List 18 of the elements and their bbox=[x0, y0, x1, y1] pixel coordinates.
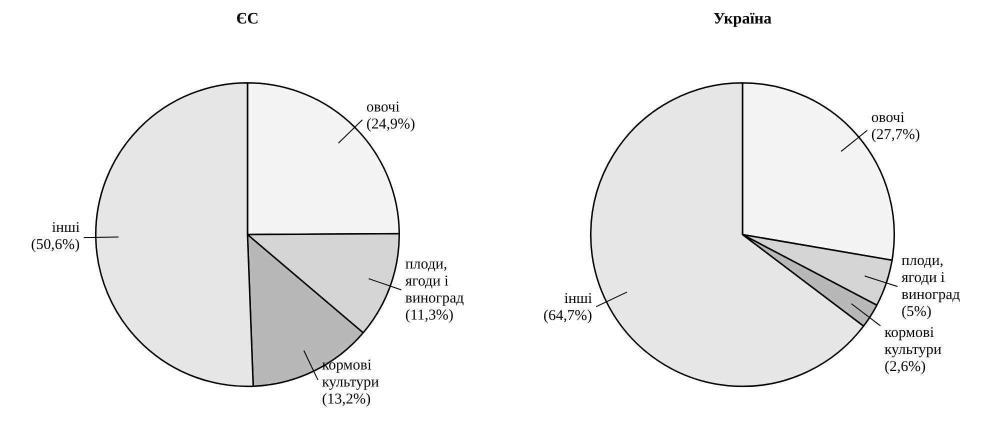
data-label: (64,7%) bbox=[543, 308, 592, 324]
chart-title: Україна bbox=[713, 10, 772, 28]
data-label: (5%) bbox=[901, 304, 932, 320]
data-label: (50,6%) bbox=[31, 237, 80, 254]
slice-label: інші bbox=[52, 220, 80, 236]
slice-label: овочі bbox=[366, 99, 400, 116]
data-label: (27,7%) bbox=[871, 127, 920, 144]
slice-label: плоди, ягоди і виноград bbox=[901, 253, 960, 304]
slice-label: кормові культури bbox=[322, 358, 380, 391]
slice-label: інші bbox=[564, 290, 592, 307]
data-label: (13,2%) bbox=[322, 392, 371, 408]
slice-label: овочі bbox=[871, 110, 905, 126]
data-label: (24,9%) bbox=[366, 116, 416, 132]
chart-title: ЄС bbox=[236, 10, 259, 28]
data-label: (11,3%) bbox=[405, 308, 454, 324]
slice-label: плоди, ягоди і виноград bbox=[405, 256, 464, 307]
data-label: (2,6%) bbox=[884, 359, 926, 376]
slice-label: кормові культури bbox=[884, 325, 942, 358]
